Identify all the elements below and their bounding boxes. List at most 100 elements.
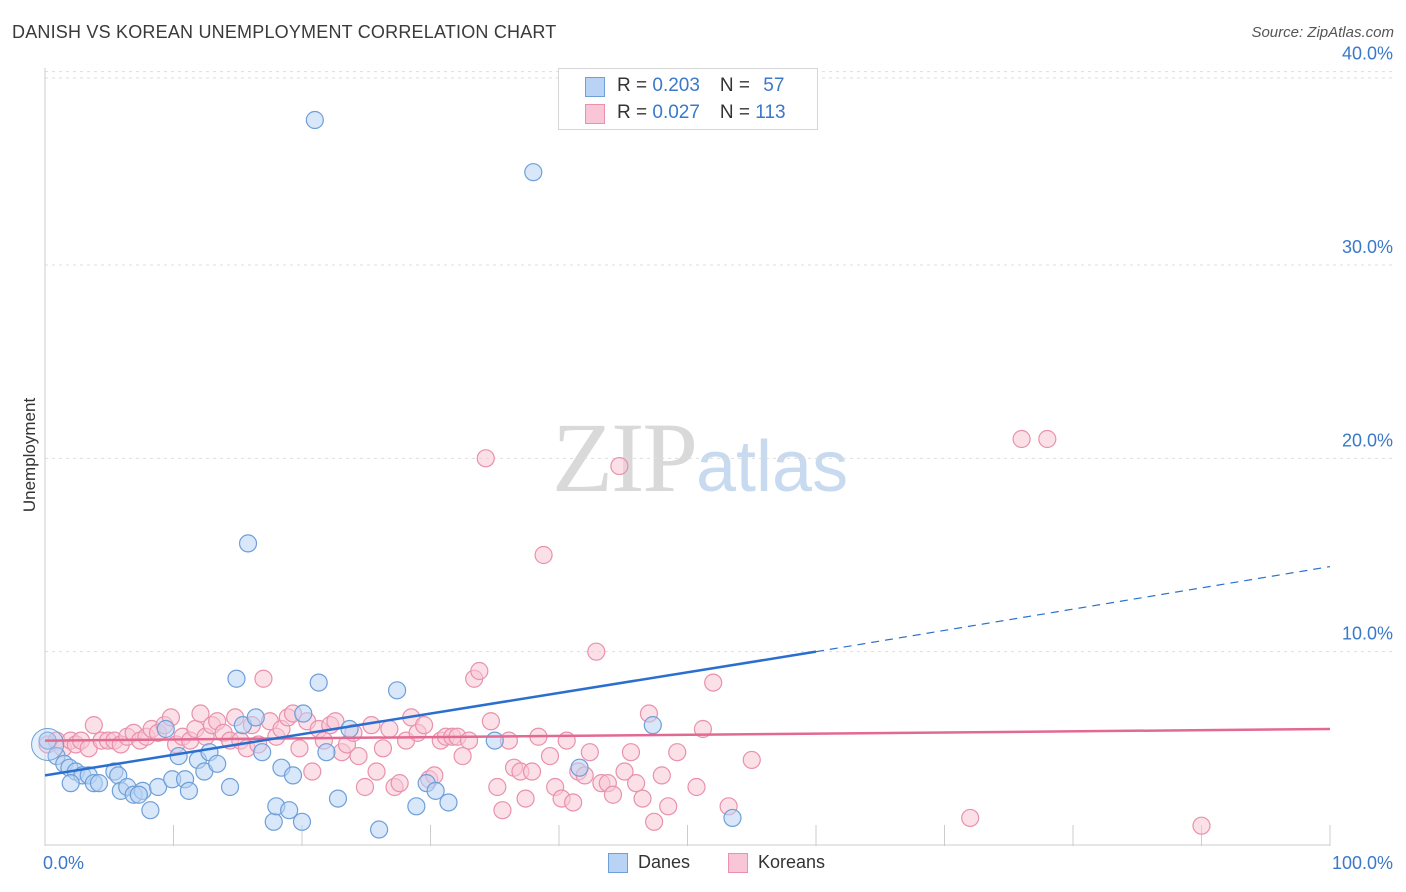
korean-point (626, 774, 646, 793)
danish-point (309, 673, 328, 692)
danes-n-label: N = (719, 75, 756, 96)
korean-point (644, 812, 664, 831)
korean-point (704, 673, 723, 692)
koreans-trend-line (44, 727, 1331, 742)
danes-stats: R = 0.203 N = 57 (617, 75, 784, 97)
korean-point (540, 746, 560, 766)
x-tick-label-left: 0.0% (43, 853, 84, 873)
korean-point (633, 789, 652, 808)
korean-point (476, 449, 495, 468)
danish-point (283, 766, 303, 785)
y-tick-label: 20.0% (1342, 430, 1393, 450)
korean-point (522, 762, 542, 781)
danes-legend-swatch (608, 853, 628, 873)
danish-point (426, 781, 445, 800)
danish-point (387, 681, 407, 700)
danish-point (280, 801, 299, 820)
danish-point (485, 731, 504, 750)
korean-point (459, 731, 479, 750)
korean-point (303, 762, 322, 781)
axes (44, 68, 1331, 846)
danish-point (61, 774, 80, 793)
korean-point (481, 712, 500, 731)
x-tick-label-right: 100.0% (1332, 853, 1393, 873)
korean-point (470, 661, 489, 681)
korean-point (1012, 429, 1031, 449)
y-tick-label: 10.0% (1342, 624, 1393, 644)
danish-point (141, 801, 160, 820)
watermark: ZIPatlas (552, 400, 848, 515)
danish-point (439, 793, 458, 812)
danish-point (227, 669, 246, 688)
korean-point (652, 766, 671, 785)
danish-point (305, 110, 324, 130)
watermark-atlas: atlas (696, 427, 849, 507)
korean-point (349, 746, 368, 766)
danish-point (179, 781, 199, 800)
danish-point (723, 808, 742, 828)
danish-point (643, 716, 662, 735)
danish-cluster-point (31, 727, 65, 761)
danish-point (156, 719, 175, 739)
korean-point (390, 774, 409, 793)
danes-trend-line (44, 650, 817, 777)
y-tick-label: 40.0% (1342, 44, 1393, 64)
danes-legend-label: Danes (638, 852, 691, 872)
danish-point (524, 163, 543, 182)
danish-point (317, 743, 336, 762)
source-label: Source: ZipAtlas.com (1251, 24, 1394, 41)
korean-point (961, 808, 980, 828)
y-axis-label: Unemployment (20, 398, 39, 513)
danish-point (246, 708, 265, 727)
danish-point (407, 797, 426, 816)
korean-point (687, 777, 706, 797)
korean-point (580, 743, 599, 762)
korean-point (84, 716, 103, 735)
korean-point (254, 669, 273, 688)
danish-point (148, 777, 168, 797)
korean-point (1038, 429, 1057, 449)
danish-point (370, 820, 389, 839)
korean-point (1192, 816, 1211, 835)
danes-trend-extension (815, 566, 1331, 653)
korean-point (355, 777, 375, 797)
korean-point (367, 762, 386, 781)
danes-n-value: 57 (763, 75, 785, 96)
korean-point (453, 746, 472, 766)
korean-point (373, 739, 393, 758)
danish-point (89, 774, 109, 793)
koreans-swatch (585, 104, 605, 124)
danish-point (208, 754, 227, 773)
korean-point (414, 716, 434, 735)
danish-point (253, 743, 272, 762)
danes-swatch (585, 77, 605, 97)
koreans-r-label: R = (617, 102, 653, 123)
koreans-points (38, 429, 1211, 835)
danish-point (340, 719, 359, 739)
korean-point (488, 777, 507, 797)
danish-point (570, 758, 589, 777)
y-tick-label: 30.0% (1342, 237, 1393, 257)
koreans-legend-swatch (728, 853, 748, 873)
korean-point (621, 743, 641, 762)
korean-point (610, 456, 629, 476)
korean-point (191, 704, 210, 723)
korean-point (493, 801, 512, 820)
koreans-n-value: 113 (755, 102, 786, 123)
korean-point (693, 719, 713, 739)
gridlines (45, 71, 1394, 653)
danes-r-value: 0.203 (652, 75, 700, 96)
danish-point (294, 704, 313, 723)
korean-point (534, 545, 553, 565)
koreans-stats: R = 0.027 N = 113 (617, 102, 786, 124)
korean-point (564, 793, 583, 812)
danish-point (220, 777, 240, 797)
korean-point (380, 719, 399, 739)
korean-point (659, 797, 678, 816)
danish-point (264, 812, 283, 831)
korean-point (668, 743, 687, 762)
korean-point (516, 789, 535, 808)
watermark-zip: ZIP (552, 402, 698, 513)
korean-point (290, 739, 309, 758)
